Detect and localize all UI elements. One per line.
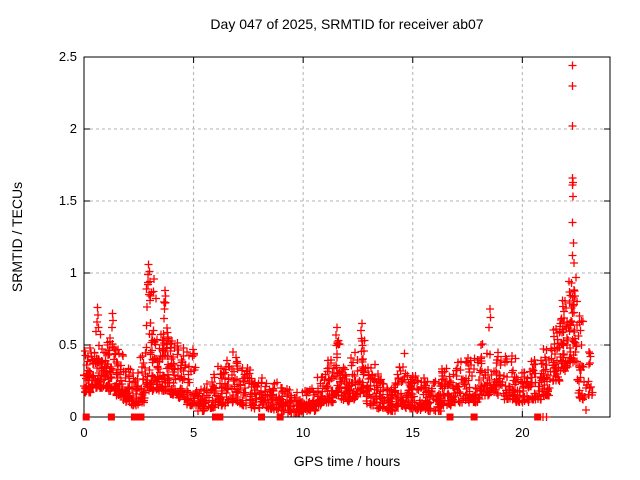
y-tick-label: 0	[69, 409, 77, 424]
zero-value-square-marker	[82, 413, 90, 421]
zero-value-square-marker	[258, 413, 266, 421]
zero-value-square-marker	[212, 413, 219, 421]
x-tick-label: 5	[189, 425, 198, 440]
y-tick-label: 1	[69, 265, 77, 280]
zero-value-square-marker	[470, 413, 478, 421]
zero-value-square-marker	[276, 413, 284, 421]
y-tick-label: 1.5	[58, 193, 77, 208]
y-tick-label: 2.5	[58, 49, 77, 64]
zero-value-square-marker	[137, 413, 145, 421]
y-tick-label: 2	[69, 121, 77, 136]
scatter-points	[80, 61, 597, 421]
zero-value-square-marker	[130, 413, 138, 421]
chart-title: Day 047 of 2025, SRMTID for receiver ab0…	[210, 16, 484, 32]
zero-value-square-marker	[107, 413, 115, 421]
x-tick-label: 10	[295, 425, 311, 440]
y-tick-label: 0.5	[58, 337, 77, 352]
zero-value-square-marker	[446, 413, 454, 421]
zero-value-square-marker	[534, 413, 542, 421]
x-tick-label: 0	[80, 425, 88, 440]
zero-value-square-marker	[216, 413, 224, 421]
plot-frame	[83, 56, 611, 418]
x-tick-label: 20	[515, 425, 530, 440]
x-axis-label: GPS time / hours	[293, 453, 401, 469]
x-tick-label: 15	[405, 425, 420, 440]
